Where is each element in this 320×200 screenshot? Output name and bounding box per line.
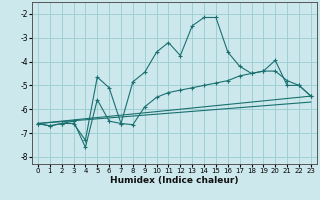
X-axis label: Humidex (Indice chaleur): Humidex (Indice chaleur) xyxy=(110,176,239,185)
